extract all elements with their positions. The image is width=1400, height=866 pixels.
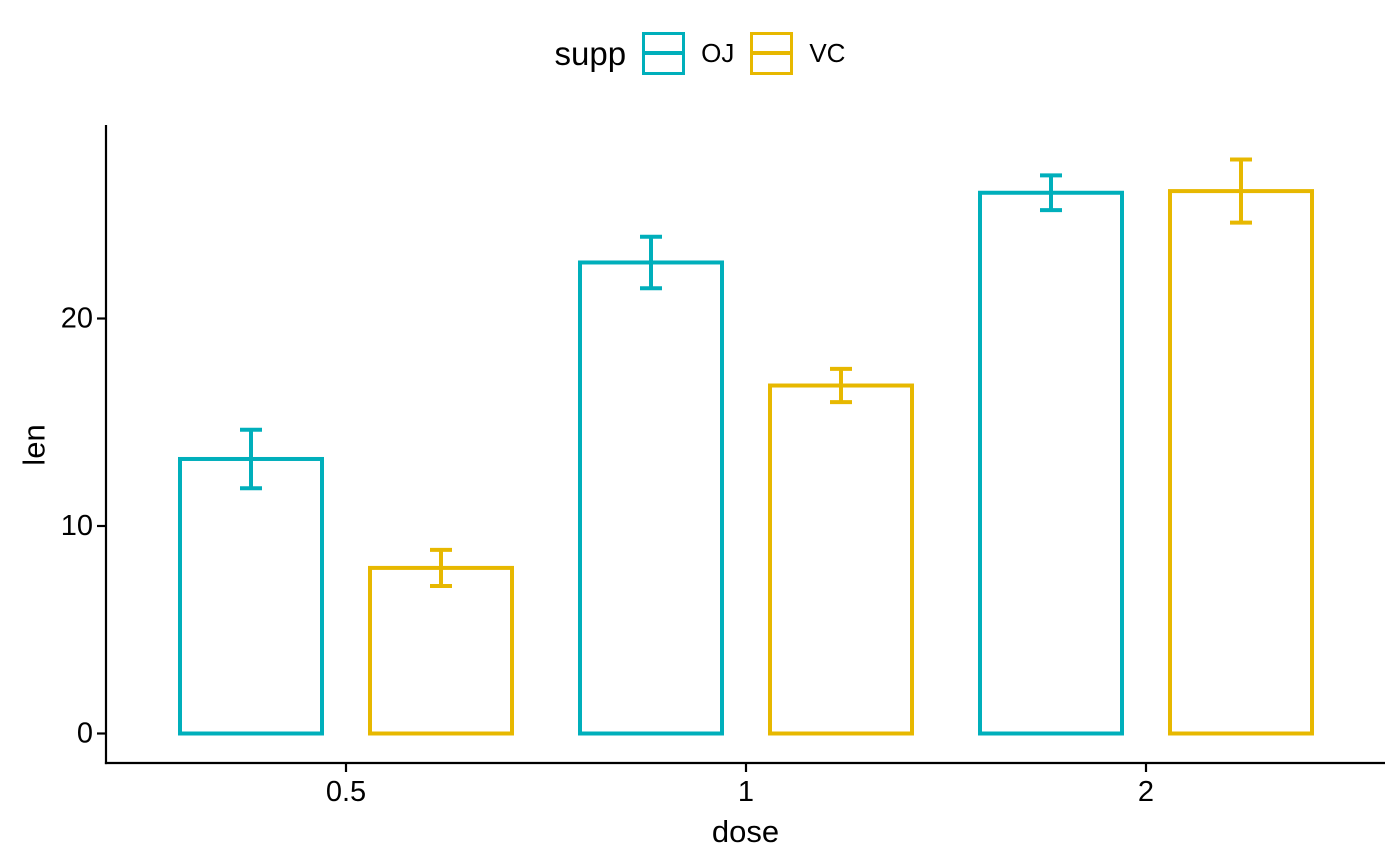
- bar-VC-1: [768, 383, 914, 736]
- x-tick-label-2: 2: [1138, 776, 1154, 808]
- y-axis-title: len: [16, 424, 52, 466]
- bar-OJ-1: [578, 260, 724, 736]
- legend-label-OJ: OJ: [701, 38, 735, 68]
- legend: supp OJ VC: [0, 31, 1400, 75]
- legend-key-VC: [750, 31, 794, 75]
- y-tick-label-10: 10: [61, 510, 93, 542]
- legend-key-errorbar-line-VC: [753, 51, 791, 55]
- legend-title: supp: [554, 34, 627, 72]
- x-tick-label-0.5: 0.5: [326, 776, 366, 808]
- y-tick-label-0: 0: [77, 718, 93, 750]
- bar-VC-0.5: [368, 565, 514, 736]
- y-tick-label-20: 20: [61, 303, 93, 335]
- bar-OJ-2: [978, 190, 1124, 736]
- bar-OJ-0.5: [178, 456, 324, 736]
- x-tick-label-1: 1: [738, 776, 754, 808]
- legend-key-OJ: [642, 31, 686, 75]
- x-axis-title: dose: [711, 814, 780, 849]
- bar-VC-2: [1168, 189, 1314, 736]
- legend-label-VC: VC: [809, 38, 846, 68]
- legend-key-errorbar-line-OJ: [645, 51, 683, 55]
